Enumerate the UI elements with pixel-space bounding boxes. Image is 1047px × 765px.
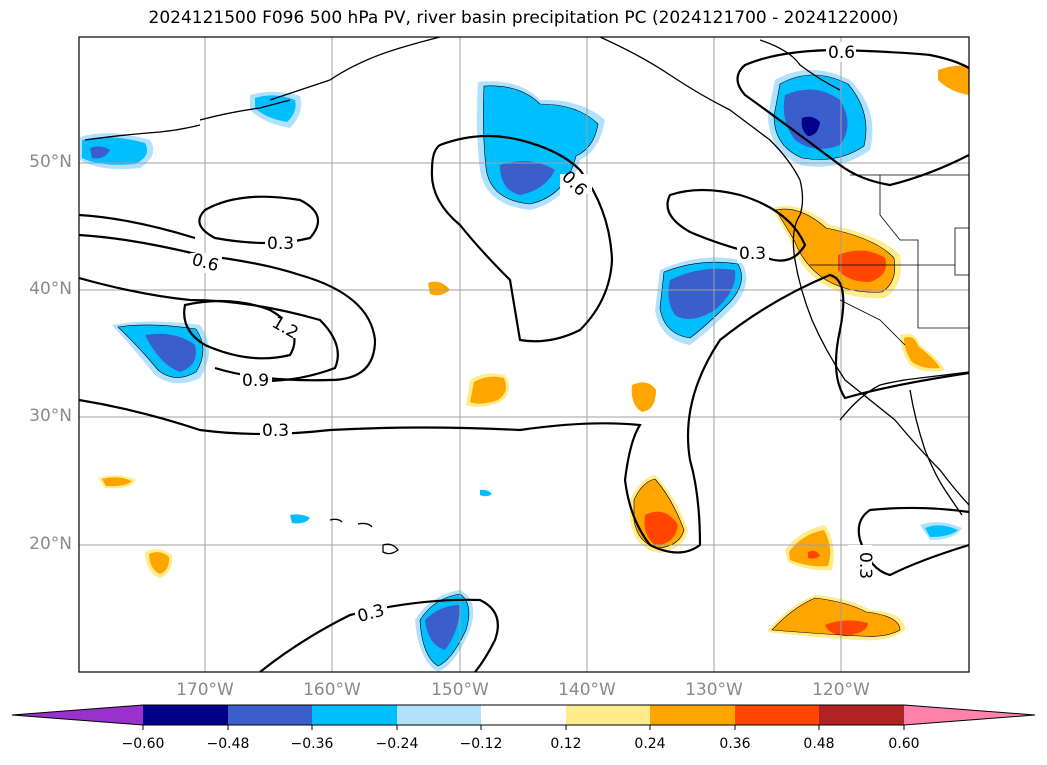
precip-positive-region <box>789 530 831 567</box>
pv-contour-0.3 <box>666 188 807 262</box>
colorbar-segment <box>228 705 312 725</box>
lon-label: 140°W <box>558 680 616 700</box>
colorbar-tick-label: −0.48 <box>206 736 250 752</box>
coastlines <box>84 37 969 555</box>
contour-label: 0.3 <box>267 234 294 254</box>
pv-contour-0.6 <box>79 233 377 382</box>
contour-label: 0.3 <box>739 244 766 264</box>
colorbar-extend-max <box>904 705 1035 725</box>
contour-label: 1.2 <box>268 313 301 344</box>
colorbar-segment <box>735 705 819 725</box>
map-plot-area <box>79 37 969 672</box>
pv-contour-0.3 <box>857 506 969 577</box>
colorbar-tick-label: 0.48 <box>803 736 835 752</box>
map-title: 2024121500 F096 500 hPa PV, river basin … <box>148 8 899 28</box>
contour-label: 0.6 <box>828 43 855 63</box>
pv-contour-0.6 <box>79 213 196 240</box>
pv-contour-0.9 <box>79 276 339 383</box>
precip-negative-region <box>500 161 555 195</box>
pv-contour-1.2 <box>183 299 296 360</box>
colorbar-segment <box>650 705 735 725</box>
precip-negative-region <box>290 514 310 524</box>
precip-negative-region <box>801 116 820 136</box>
colorbar-extend-min <box>12 705 143 725</box>
colorbar-segment <box>397 705 481 725</box>
precip-positive-region <box>631 382 656 412</box>
colorbar-tick-label: 0.36 <box>719 736 751 752</box>
pv-contour-0.3 <box>259 598 499 672</box>
precip-negative-region <box>90 146 110 159</box>
political-borders <box>810 174 969 346</box>
colorbar-segment <box>566 705 650 725</box>
precip-positive-region <box>149 552 170 574</box>
colorbar-tick-label: 0.60 <box>888 736 920 752</box>
lat-label: 40°N <box>29 279 72 299</box>
precip-negative-region <box>255 95 296 122</box>
colorbar-segment <box>312 705 397 725</box>
colorbar-tick-label: −0.24 <box>375 736 419 752</box>
precip-positive-region <box>825 620 868 636</box>
precip-positive-region <box>470 376 506 404</box>
colorbar-tick-label: −0.60 <box>121 736 165 752</box>
lat-label: 30°N <box>29 406 72 426</box>
colorbar-segment <box>481 705 566 725</box>
precip-positive-region <box>904 337 940 369</box>
contour-label: 0.3 <box>855 552 875 579</box>
lon-label: 120°W <box>812 680 870 700</box>
lon-label: 150°W <box>431 680 489 700</box>
pv-contour-0.3 <box>79 273 969 554</box>
colorbar-tick-label: 0.24 <box>634 736 666 752</box>
precip-positive-region <box>772 598 900 637</box>
lon-label: 130°W <box>685 680 743 700</box>
lon-label: 170°W <box>176 680 234 700</box>
map-frame <box>78 36 970 673</box>
precip-positive-region <box>644 511 678 545</box>
precip-positive-region <box>808 550 820 559</box>
contour-label: 0.3 <box>262 421 289 441</box>
contour-label: 0.9 <box>242 371 269 391</box>
pv-contour-0.6 <box>430 134 614 343</box>
precip-negative-region <box>668 268 736 319</box>
colorbar <box>11 704 1036 730</box>
gridlines <box>79 37 969 672</box>
lon-label: 160°W <box>303 680 361 700</box>
pv-contour-0.3 <box>198 195 320 245</box>
precip-negative-region <box>925 525 958 537</box>
precip-positive-region <box>428 281 450 296</box>
precip-positive-region <box>838 250 886 282</box>
precip-positive-region <box>102 477 132 487</box>
precip-negative-region <box>145 333 196 372</box>
lat-label: 20°N <box>29 534 72 554</box>
colorbar-segment <box>143 705 228 725</box>
lat-label: 50°N <box>29 152 72 172</box>
precip-negative-region <box>480 489 492 497</box>
precip-negative-region <box>425 605 460 650</box>
colorbar-tick-label: 0.12 <box>550 736 582 752</box>
pv-contour-0.6 <box>736 48 969 187</box>
precip-positive-region <box>938 65 969 95</box>
colorbar-tick-label: −0.36 <box>290 736 334 752</box>
colorbar-tick-label: −0.12 <box>459 736 503 752</box>
pv-contours <box>79 48 969 672</box>
colorbar-segment <box>819 705 904 725</box>
